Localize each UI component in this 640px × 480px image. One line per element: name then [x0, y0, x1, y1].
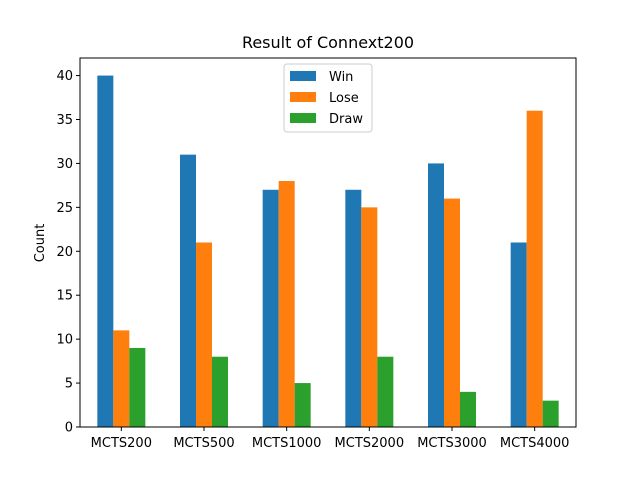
axes-group: 0 5 10 15 20 25 30 35 40 MCTS200 MCTS500 MCTS1000 MC…	[56, 57, 577, 451]
bar-win-mcts4000	[510, 242, 527, 427]
x-tick-label: MCTS2000	[335, 436, 405, 451]
bar-lose-mcts500	[196, 242, 212, 427]
x-tick-label: MCTS3000	[417, 436, 487, 451]
legend-swatch-lose	[290, 92, 316, 102]
x-tick-label: MCTS200	[91, 436, 152, 451]
bars-group	[97, 75, 559, 428]
y-tick-label: 25	[56, 201, 73, 216]
legend: Win Lose Draw	[283, 63, 373, 133]
bar-lose-mcts2000	[361, 207, 378, 427]
x-tick-label: MCTS1000	[252, 436, 322, 451]
bar-win-mcts1000	[262, 189, 279, 427]
y-tick-label: 5	[65, 377, 73, 392]
legend-swatch-draw	[290, 113, 316, 123]
bar-win-mcts3000	[428, 163, 444, 427]
y-tick-label: 15	[56, 289, 73, 304]
legend-label-win: Win	[329, 70, 353, 85]
legend-label-draw: Draw	[329, 112, 363, 127]
y-tick-label: 20	[56, 245, 73, 260]
bar-lose-mcts3000	[444, 198, 460, 427]
legend-swatch-win	[290, 71, 316, 81]
bar-draw-mcts1000	[294, 383, 311, 427]
bar-draw-mcts2000	[377, 356, 394, 427]
plot-frame	[79, 57, 577, 428]
bar-win-mcts200	[97, 75, 114, 428]
y-axis-label: Count	[33, 224, 48, 263]
x-tick-label: MCTS4000	[500, 436, 570, 451]
y-tick-label: 40	[56, 69, 73, 84]
y-tick-label: 30	[56, 157, 73, 172]
bar-draw-mcts200	[129, 347, 146, 427]
bar-draw-mcts500	[212, 356, 228, 427]
chart-title: Result of Connext200	[242, 33, 414, 52]
legend-label-lose: Lose	[329, 91, 359, 106]
bar-lose-mcts200	[113, 330, 130, 427]
bar-lose-mcts1000	[278, 181, 295, 427]
x-tick-label: MCTS500	[173, 436, 234, 451]
bar-win-mcts500	[180, 154, 196, 427]
y-tick-label: 0	[65, 421, 73, 436]
y-tick-label: 35	[56, 113, 73, 128]
bar-draw-mcts3000	[460, 391, 476, 427]
bar-lose-mcts4000	[526, 110, 543, 427]
bar-win-mcts2000	[345, 189, 362, 427]
bar-draw-mcts4000	[542, 400, 559, 427]
y-tick-label: 10	[56, 333, 73, 348]
